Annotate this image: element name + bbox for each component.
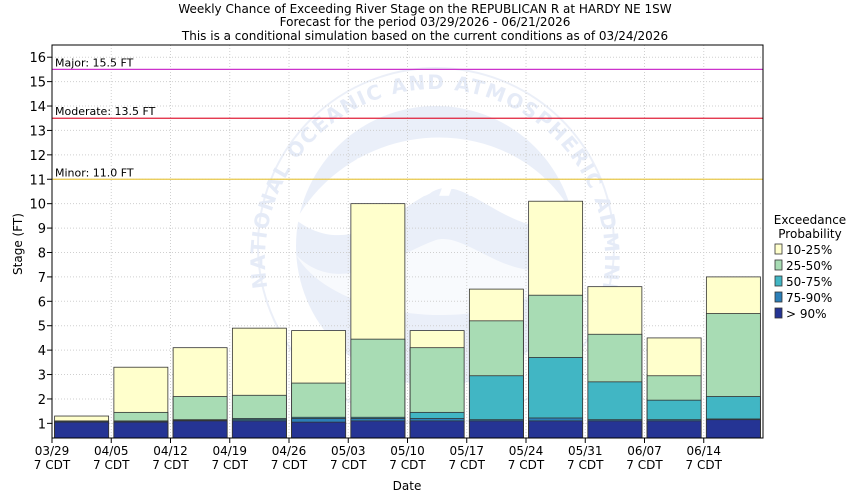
- legend-title-line-2: Probability: [778, 227, 841, 241]
- flood-level-label: Minor: 11.0 FT: [55, 166, 134, 179]
- bar-90-2: [172, 420, 228, 439]
- x-tick-label-date: 04/05: [94, 444, 129, 458]
- x-tick-label-date: 05/17: [449, 444, 484, 458]
- bars: [54, 200, 761, 439]
- x-axis-label: Date: [393, 479, 422, 493]
- grid-lines: [52, 45, 763, 438]
- bar-90-0: [54, 421, 110, 439]
- y-tick-label: 11: [29, 173, 46, 188]
- y-tick-label: 16: [29, 51, 46, 66]
- x-tick-label-date: 05/31: [568, 444, 603, 458]
- legend-label: > 90%: [786, 307, 827, 321]
- x-tick-label-date: 05/03: [331, 444, 366, 458]
- x-tick-label-date: 05/10: [390, 444, 425, 458]
- x-tick-label-date: 06/14: [686, 444, 721, 458]
- y-tick-label: 2: [38, 393, 46, 408]
- x-tick-label-time: 7 CDT: [152, 458, 189, 472]
- y-tick-label: 9: [38, 222, 46, 237]
- flood-level-label: Major: 15.5 FT: [55, 56, 134, 69]
- legend-items: 10-25% 25-50% 50-75% 75-90% > 90%: [774, 243, 832, 321]
- x-tick-label-time: 7 CDT: [508, 458, 545, 472]
- bar-90-5: [350, 420, 406, 439]
- bar-90-4: [291, 421, 347, 439]
- bar-90-9: [587, 420, 643, 439]
- flood-level-lines: Major: 15.5 FT Moderate: 13.5 FT Minor: 11…: [52, 56, 763, 180]
- x-tick-label-date: 04/12: [153, 444, 188, 458]
- bar-90-6: [409, 420, 465, 439]
- bar-90-11: [705, 419, 761, 439]
- x-tick-label-time: 7 CDT: [93, 458, 130, 472]
- y-tick-label: 10: [29, 198, 46, 213]
- title-line-3: This is a conditional simulation based o…: [181, 29, 668, 43]
- bar-90-3: [231, 420, 287, 439]
- y-tick-label: 6: [38, 295, 46, 310]
- y-tick-label: 3: [38, 369, 46, 384]
- y-tick-label: 1: [38, 417, 46, 432]
- x-tick-label-date: 04/26: [272, 444, 307, 458]
- legend-swatch: [774, 243, 783, 255]
- y-axis-label: Stage (FT): [11, 213, 25, 275]
- x-tick-label-date: 05/24: [509, 444, 544, 458]
- x-tick-label-time: 7 CDT: [34, 458, 71, 472]
- x-tick-label-time: 7 CDT: [567, 458, 604, 472]
- bar-90-8: [528, 420, 584, 439]
- x-tick-label-date: 06/07: [627, 444, 662, 458]
- x-tick-label-time: 7 CDT: [626, 458, 663, 472]
- y-tick-label: 8: [38, 246, 46, 261]
- y-tick-label: 13: [29, 124, 46, 139]
- legend-label: 75-90%: [786, 291, 832, 305]
- y-tick-label: 4: [38, 344, 46, 359]
- legend: Exceedance Probability 10-25% 25-50% 50-75…: [774, 213, 846, 321]
- title-line-2: Forecast for the period 03/29/2026 - 06/…: [280, 15, 571, 29]
- legend-label: 10-25%: [786, 243, 832, 257]
- title-line-1: Weekly Chance of Exceeding River Stage o…: [178, 2, 671, 16]
- x-tick-label-time: 7 CDT: [271, 458, 308, 472]
- y-tick-label: 14: [29, 100, 46, 115]
- bar-90-1: [113, 421, 169, 439]
- y-tick-label: 7: [38, 271, 46, 286]
- x-tick-label-time: 7 CDT: [330, 458, 367, 472]
- bar-90-7: [468, 420, 524, 439]
- legend-label: 25-50%: [786, 259, 832, 273]
- y-tick-label: 15: [29, 76, 46, 91]
- legend-swatch: [774, 291, 783, 303]
- chart-title: Weekly Chance of Exceeding River Stage o…: [178, 2, 671, 43]
- legend-swatch: [774, 275, 783, 287]
- x-tick-label-time: 7 CDT: [212, 458, 249, 472]
- x-tick-label-date: 03/29: [35, 444, 70, 458]
- legend-title-line-1: Exceedance: [774, 213, 846, 227]
- x-tick-label-date: 04/19: [212, 444, 247, 458]
- legend-swatch: [774, 307, 783, 319]
- legend-label: 50-75%: [786, 275, 832, 289]
- flood-level-label: Moderate: 13.5 FT: [55, 105, 156, 118]
- x-tick-label-time: 7 CDT: [449, 458, 486, 472]
- x-tick-label-time: 7 CDT: [389, 458, 426, 472]
- y-tick-label: 5: [38, 320, 46, 335]
- legend-swatch: [774, 259, 783, 271]
- x-tick-label-time: 7 CDT: [686, 458, 723, 472]
- bar-90-10: [646, 420, 702, 439]
- y-tick-label: 12: [29, 149, 46, 164]
